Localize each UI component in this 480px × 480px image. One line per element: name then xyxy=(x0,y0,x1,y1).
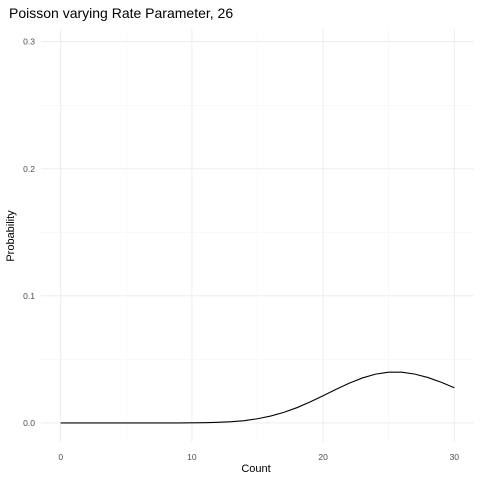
probability-series-line xyxy=(60,371,455,424)
x-tick-label: 10 xyxy=(187,452,197,462)
y-tick-label: 0.0 xyxy=(23,418,35,428)
x-tick-label: 0 xyxy=(58,452,63,462)
x-axis-title: Count xyxy=(241,463,270,475)
minor-gridlines xyxy=(41,29,474,442)
y-axis-title: Probability xyxy=(5,210,17,262)
x-tick-label: 30 xyxy=(450,452,460,462)
x-axis-tick-labels: 0 10 20 30 xyxy=(58,452,459,462)
y-axis-tick-labels: 0.0 0.1 0.2 0.3 xyxy=(23,37,35,428)
chart-title: Poisson varying Rate Parameter, 26 xyxy=(9,5,233,21)
y-tick-label: 0.1 xyxy=(23,291,35,301)
y-tick-label: 0.2 xyxy=(23,164,35,174)
y-tick-label: 0.3 xyxy=(23,37,35,47)
x-tick-label: 20 xyxy=(318,452,328,462)
